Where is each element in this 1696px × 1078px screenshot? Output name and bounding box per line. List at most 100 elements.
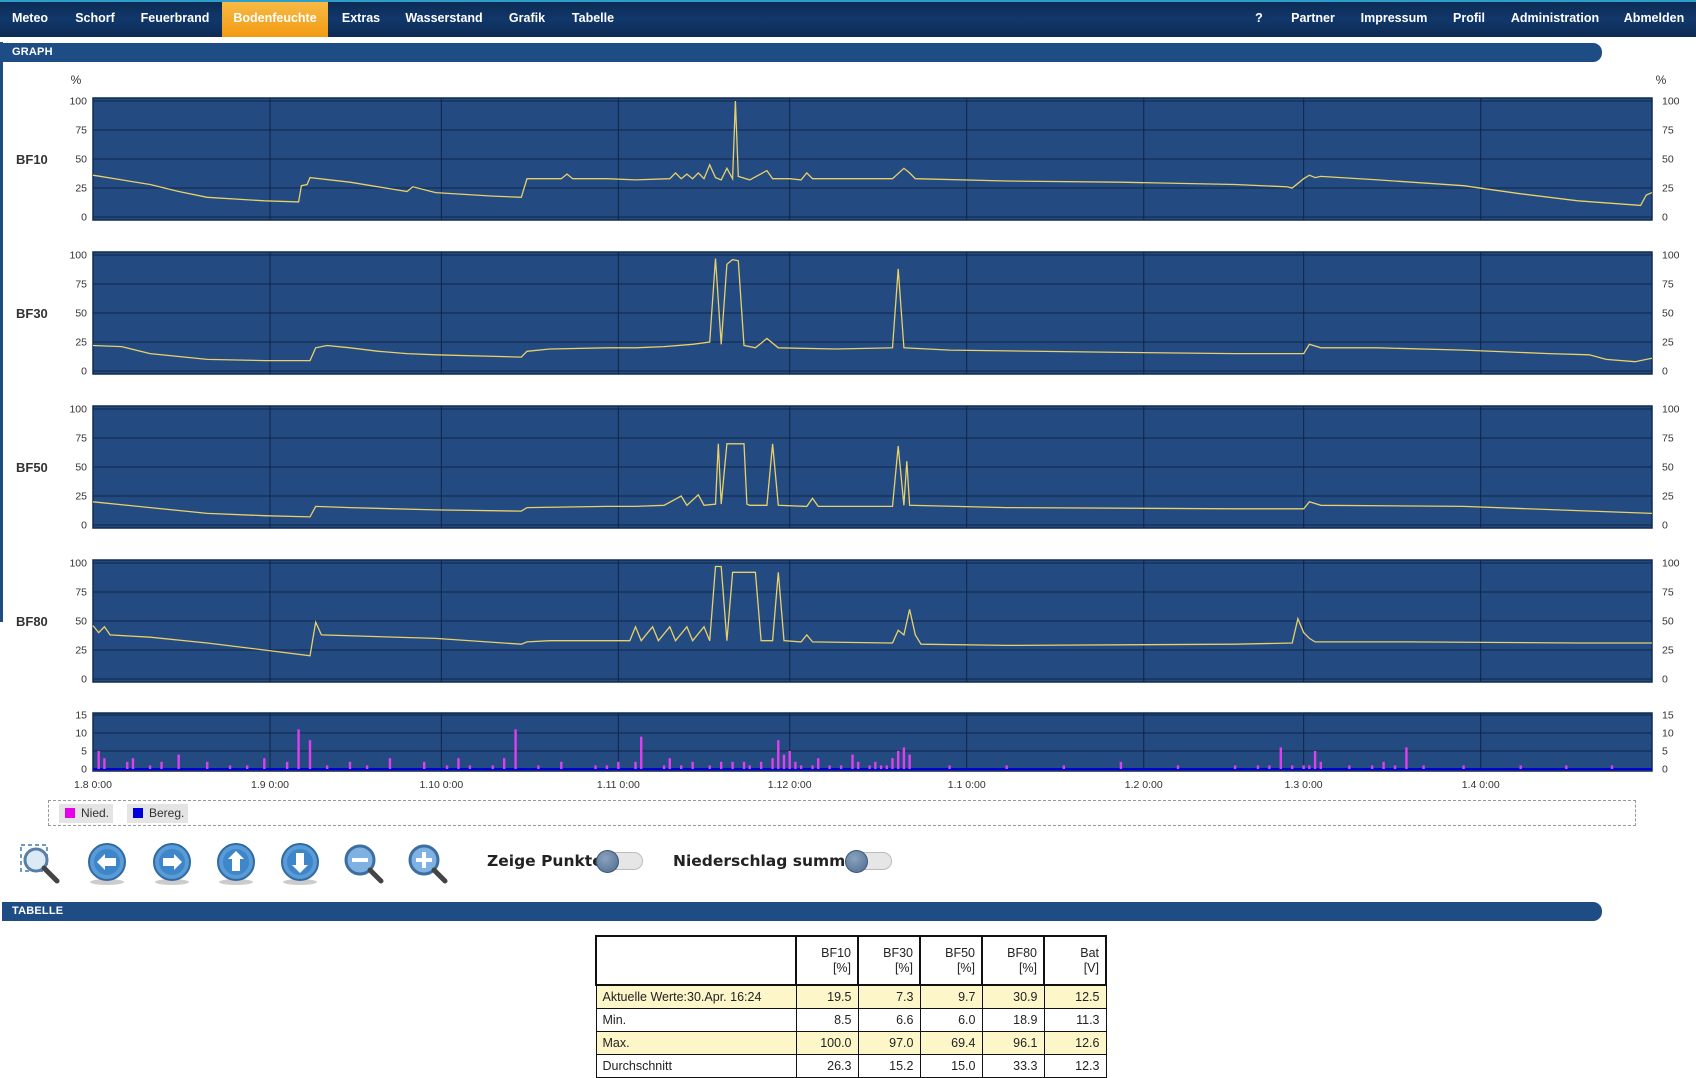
row-label: Durchschnitt bbox=[595, 1053, 797, 1078]
legend-item-nied[interactable]: Nied. bbox=[59, 804, 114, 823]
panel-label-bf50: BF50 bbox=[16, 460, 48, 475]
precip-bar bbox=[742, 761, 746, 769]
arrow-right-icon[interactable] bbox=[150, 842, 194, 886]
cell-value: 15.0 bbox=[919, 1053, 983, 1078]
y-tick-label-right: 25 bbox=[1662, 645, 1674, 657]
toggle-knob bbox=[845, 850, 868, 873]
y-tick-label: 25 bbox=[75, 491, 87, 503]
precip-bar bbox=[1382, 761, 1385, 769]
y-tick-label: 50 bbox=[75, 154, 87, 166]
precip-bar bbox=[1565, 765, 1568, 769]
precip-bar bbox=[908, 754, 911, 769]
precip-bar bbox=[799, 765, 803, 769]
chart-legend: Nied. Bereg. bbox=[48, 800, 1636, 826]
precip-bar bbox=[1233, 765, 1237, 769]
precip-bar bbox=[1370, 765, 1374, 769]
y-tick-label: 10 bbox=[75, 728, 87, 740]
nav-profil[interactable]: Profil bbox=[1453, 11, 1485, 25]
arrow-up-icon[interactable] bbox=[214, 842, 258, 886]
zoom-in-icon[interactable] bbox=[406, 842, 450, 886]
precip-bar bbox=[719, 761, 723, 769]
y-tick-label-right: 25 bbox=[1662, 491, 1674, 503]
row-label: Aktuelle Werte:30.Apr. 16:24 bbox=[595, 984, 797, 1009]
y-tick-label: 100 bbox=[69, 96, 87, 108]
precip-bar bbox=[1610, 765, 1614, 769]
precip-bar bbox=[1422, 765, 1425, 769]
y-tick-label-right: 25 bbox=[1662, 183, 1674, 195]
nav-abmelden[interactable]: Abmelden bbox=[1623, 11, 1685, 25]
y-tick-label: 75 bbox=[75, 587, 87, 599]
series-line-bf30 bbox=[92, 258, 1653, 363]
nav-administration[interactable]: Administration bbox=[1510, 11, 1600, 25]
graph-section-header: GRAPH bbox=[2, 43, 1602, 62]
y-tick-label: 0 bbox=[81, 764, 87, 776]
nav-tabelle[interactable]: Tabelle bbox=[571, 11, 615, 25]
y-tick-label: 100 bbox=[69, 558, 87, 570]
nav-feuerbrand[interactable]: Feuerbrand bbox=[140, 11, 210, 25]
precip-bar bbox=[177, 754, 180, 769]
zoom-reset-icon[interactable] bbox=[18, 842, 62, 886]
cell-value: 97.0 bbox=[857, 1030, 921, 1055]
y-tick-label-right: 100 bbox=[1662, 404, 1680, 416]
nav-extras[interactable]: Extras bbox=[341, 11, 381, 25]
legend-item-bereg[interactable]: Bereg. bbox=[127, 804, 189, 823]
y-tick-label: 100 bbox=[69, 404, 87, 416]
nav-grafik[interactable]: Grafik bbox=[508, 11, 546, 25]
nav-help[interactable]: ? bbox=[1255, 11, 1263, 25]
series-line-bf80 bbox=[92, 565, 1652, 657]
zoom-out-icon[interactable] bbox=[342, 842, 386, 886]
nav-schorf[interactable]: Schorf bbox=[75, 11, 115, 25]
y-tick-label-right: 50 bbox=[1662, 154, 1674, 166]
precip-bar bbox=[839, 765, 843, 769]
show-points-toggle[interactable] bbox=[596, 850, 643, 873]
precip-bar bbox=[874, 761, 877, 769]
y-tick-label-right: 75 bbox=[1662, 433, 1674, 445]
cell-value: 11.3 bbox=[1043, 1007, 1107, 1032]
top-nav: Meteo Schorf Feuerbrand Bodenfeuchte Ext… bbox=[0, 0, 1696, 37]
legend-swatch bbox=[65, 808, 75, 818]
nav-impressum[interactable]: Impressum bbox=[1360, 11, 1428, 25]
y-tick-label-right: 15 bbox=[1662, 710, 1674, 722]
precip-bar bbox=[948, 765, 951, 769]
precip-bar bbox=[1291, 765, 1294, 769]
cell-value: 26.3 bbox=[795, 1053, 859, 1078]
precip-sum-label: Niederschlag summe bbox=[673, 852, 856, 870]
nav-bodenfeuchte[interactable]: Bodenfeuchte bbox=[222, 2, 328, 37]
cell-value: 100.0 bbox=[795, 1030, 859, 1055]
cell-value: 96.1 bbox=[981, 1030, 1045, 1055]
y-tick-label-right: 0 bbox=[1662, 212, 1668, 224]
precip-bar bbox=[868, 765, 871, 769]
panel-label-bf10: BF10 bbox=[16, 152, 48, 167]
arrow-down-icon[interactable] bbox=[278, 842, 322, 886]
precip-sum-toggle[interactable] bbox=[845, 850, 892, 873]
cell-value: 6.0 bbox=[919, 1007, 983, 1032]
cell-value: 12.6 bbox=[1043, 1030, 1107, 1055]
table-row: Min. 8.5 6.6 6.0 18.9 11.3 bbox=[595, 1007, 1107, 1032]
y-tick-label-right: 100 bbox=[1662, 558, 1680, 570]
nav-partner[interactable]: Partner bbox=[1291, 11, 1335, 25]
precip-bar bbox=[160, 761, 163, 769]
y-tick-label-right: 75 bbox=[1662, 125, 1674, 137]
precip-bar bbox=[468, 765, 472, 769]
show-points-label: Zeige Punkte bbox=[487, 852, 603, 870]
precip-bar bbox=[902, 747, 906, 769]
nav-meteo[interactable]: Meteo bbox=[11, 11, 49, 25]
precip-bar bbox=[1256, 765, 1260, 769]
precip-bar bbox=[679, 765, 683, 769]
precip-bar bbox=[594, 765, 597, 769]
header-bf50: BF50 [%] bbox=[919, 935, 983, 986]
series-line-bf50 bbox=[92, 443, 1653, 518]
table-row: Durchschnitt 26.3 15.2 15.0 33.3 12.3 bbox=[595, 1053, 1107, 1078]
legend-label: Nied. bbox=[81, 806, 110, 820]
nav-wasserstand[interactable]: Wasserstand bbox=[405, 11, 483, 25]
x-tick-label: 1.1 0:00 bbox=[948, 779, 986, 791]
table-row: Aktuelle Werte:30.Apr. 16:24 19.5 7.3 9.… bbox=[595, 984, 1107, 1009]
x-tick-label: 1.3 0:00 bbox=[1285, 779, 1323, 791]
arrow-left-icon[interactable] bbox=[85, 842, 129, 886]
header-bf10: BF10 [%] bbox=[795, 935, 859, 986]
precip-bar bbox=[126, 761, 129, 769]
x-tick-label: 1.11 0:00 bbox=[597, 779, 640, 791]
precip-bar bbox=[1313, 751, 1317, 769]
cell-value: 18.9 bbox=[981, 1007, 1045, 1032]
